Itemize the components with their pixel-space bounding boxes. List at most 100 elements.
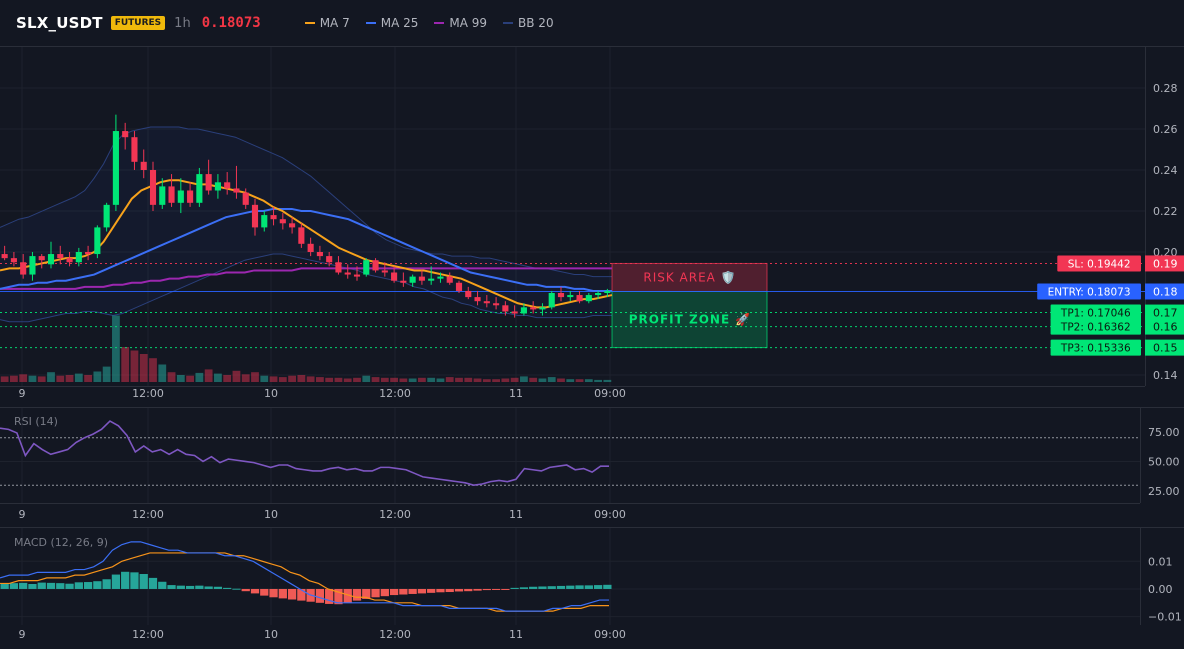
candle-body bbox=[511, 311, 518, 314]
price-axis[interactable]: 0.280.260.240.220.200.14 bbox=[1153, 82, 1178, 382]
macd-histogram-bar bbox=[213, 586, 223, 589]
time-tick-label: 9 bbox=[19, 387, 26, 400]
level-tag-label: ENTRY: 0.18073 bbox=[1048, 287, 1131, 299]
candle-body bbox=[20, 262, 27, 275]
macd-pane[interactable]: MACD (12, 26, 9) 0.01 0.00 −0.01 bbox=[0, 527, 1184, 626]
volume-bar bbox=[482, 379, 491, 382]
bb-upper-line bbox=[0, 126, 612, 278]
legend-ma7[interactable]: MA 7 bbox=[304, 16, 350, 30]
level-tags: SL: 0.19442 0.19 ENTRY: 0.18073 0.18 TP1: 0.… bbox=[1037, 255, 1184, 356]
macd-histogram-bar bbox=[538, 586, 547, 589]
candle-body bbox=[585, 295, 592, 302]
level-tag-bg bbox=[1050, 339, 1141, 356]
candle-body bbox=[335, 262, 342, 273]
volume-bar bbox=[343, 378, 352, 382]
rsi-pane[interactable]: RSI (14) 75.00 50.00 25.00 bbox=[0, 407, 1184, 504]
volume-bar bbox=[37, 376, 46, 382]
volume-bar bbox=[380, 377, 389, 382]
legend-ma99[interactable]: MA 99 bbox=[434, 16, 487, 30]
candle-body bbox=[224, 182, 231, 189]
volume-bar bbox=[334, 377, 343, 382]
volume-bar bbox=[19, 374, 28, 382]
legend-ma25[interactable]: MA 25 bbox=[365, 16, 418, 30]
candle-body bbox=[539, 307, 546, 310]
price-tick-label: 0.28 bbox=[1153, 82, 1178, 95]
macd-line bbox=[0, 541, 609, 612]
volume-bar bbox=[102, 366, 111, 382]
volume-bar bbox=[84, 375, 92, 382]
macd-histogram-bar bbox=[176, 585, 185, 589]
macd-histogram-bar bbox=[139, 574, 148, 589]
time-tick-label: 09:00 bbox=[594, 628, 626, 641]
volume-bar bbox=[47, 372, 55, 382]
volume-bar bbox=[455, 377, 463, 382]
candle-body bbox=[520, 307, 527, 314]
volume-bar bbox=[547, 377, 556, 382]
candle-body bbox=[418, 276, 425, 281]
volume-bar bbox=[557, 378, 565, 382]
macd-histogram-bar bbox=[46, 582, 56, 589]
candle-body bbox=[455, 282, 463, 291]
volume-bar bbox=[223, 375, 232, 382]
volume-bar bbox=[362, 375, 371, 382]
level-axis-label: 0.18 bbox=[1153, 286, 1178, 299]
legend-ma25-swatch bbox=[365, 22, 376, 24]
symbol-title[interactable]: SLX_USDT bbox=[16, 14, 103, 32]
candle-body bbox=[548, 293, 555, 308]
macd-histogram-bar bbox=[399, 588, 408, 595]
macd-histogram-bar bbox=[148, 577, 158, 589]
volume-bar bbox=[10, 375, 18, 382]
candle-body bbox=[168, 186, 175, 203]
macd-histogram-bar bbox=[473, 588, 482, 591]
legend-bb20[interactable]: BB 20 bbox=[503, 16, 554, 30]
macd-histogram-bar bbox=[603, 584, 612, 589]
price-tick-label: 0.24 bbox=[1153, 164, 1178, 177]
candle-body bbox=[409, 276, 416, 283]
macd-histogram-bar bbox=[111, 574, 121, 589]
candle-body bbox=[1, 254, 8, 259]
macd-histogram-bar bbox=[102, 579, 111, 589]
time-tick-label: 09:00 bbox=[594, 387, 626, 400]
level-axis-label: 0.16 bbox=[1153, 321, 1178, 334]
macd-histogram-bar bbox=[0, 583, 9, 589]
rsi-tick-label: 25.00 bbox=[1148, 485, 1180, 498]
candle-body bbox=[353, 274, 361, 277]
candle-body bbox=[10, 258, 17, 263]
candle-body bbox=[122, 131, 129, 138]
volume-bar bbox=[278, 377, 287, 382]
candle-body bbox=[131, 137, 138, 162]
macd-histogram-bar bbox=[83, 582, 93, 589]
candlesticks[interactable] bbox=[1, 114, 611, 318]
level-lines bbox=[0, 262, 1145, 349]
macd-histogram-bar bbox=[371, 588, 380, 598]
volume-bar bbox=[297, 375, 306, 382]
timeframe-label[interactable]: 1h bbox=[174, 15, 191, 31]
legend-ma7-swatch bbox=[304, 22, 315, 24]
candle-body bbox=[363, 260, 370, 275]
volume-bar bbox=[390, 377, 398, 382]
level-tag-bg bbox=[1050, 318, 1141, 335]
volume-bar bbox=[594, 379, 602, 382]
legend-bb20-label: BB 20 bbox=[518, 16, 554, 30]
time-tick-label: 12:00 bbox=[379, 508, 411, 521]
candle-body bbox=[75, 252, 82, 263]
candle-body bbox=[372, 260, 379, 271]
volume-bar bbox=[306, 376, 315, 382]
legend-ma7-label: MA 7 bbox=[319, 16, 350, 30]
level-tag-label: TP3: 0.15336 bbox=[1060, 343, 1131, 355]
macd-histogram-bar bbox=[519, 587, 529, 589]
volume-bar bbox=[288, 375, 296, 382]
level-axis-label: 0.15 bbox=[1153, 342, 1178, 355]
macd-histogram-bar bbox=[232, 588, 241, 590]
candle-body bbox=[391, 272, 398, 281]
candle-body bbox=[428, 278, 435, 281]
volume-bar bbox=[473, 378, 482, 382]
volume-bars bbox=[0, 315, 612, 382]
macd-histogram-bar bbox=[195, 585, 204, 589]
macd-histogram-bar bbox=[28, 583, 37, 589]
volume-bar bbox=[325, 377, 334, 382]
volume-bar bbox=[56, 375, 65, 382]
volume-bar bbox=[501, 378, 510, 382]
volume-bar bbox=[353, 377, 361, 382]
